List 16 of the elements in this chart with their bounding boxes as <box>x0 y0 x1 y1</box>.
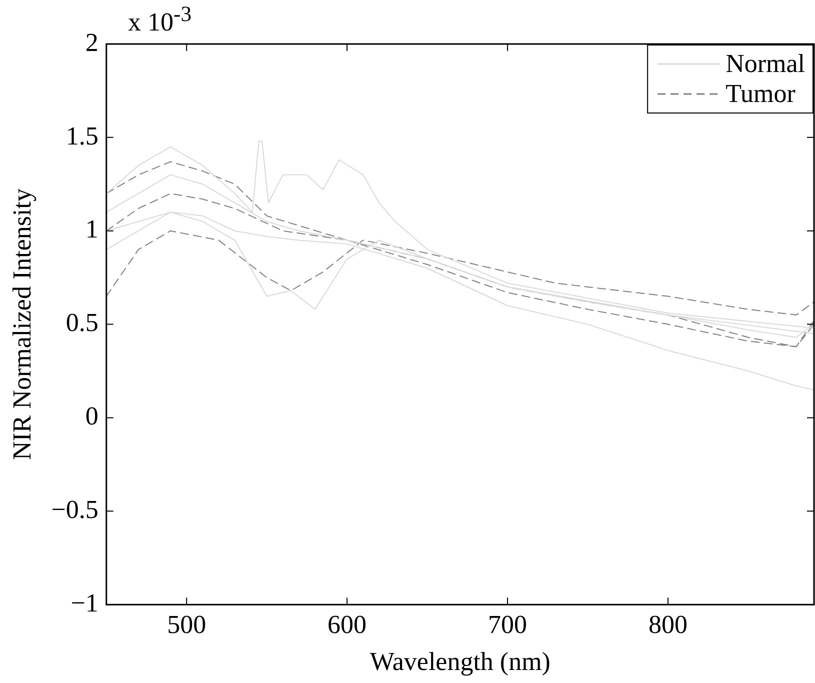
legend-label: Normal <box>726 48 805 78</box>
x-tick-label: 800 <box>648 610 688 640</box>
y-tick-label: 2 <box>85 28 98 57</box>
legend-label: Tumor <box>726 78 796 108</box>
y-axis-title: NIR Normalized Intensity <box>7 188 36 460</box>
text: x 10$^{-3}$ <box>128 2 192 38</box>
x-axis-title: Wavelength (nm) <box>370 647 550 676</box>
y-tick-label: 0 <box>85 402 98 431</box>
y-tick-label: 1.5 <box>66 121 98 150</box>
x-tick-label: 700 <box>488 610 528 640</box>
y-tick-label: −1 <box>70 588 98 618</box>
y-tick-label: 0.5 <box>66 308 98 338</box>
x-tick-label: 600 <box>328 610 367 640</box>
x-tick-label: 500 <box>167 610 206 640</box>
y-tick-label: −0.5 <box>51 494 98 524</box>
y-tick-label: 1 <box>85 214 98 244</box>
